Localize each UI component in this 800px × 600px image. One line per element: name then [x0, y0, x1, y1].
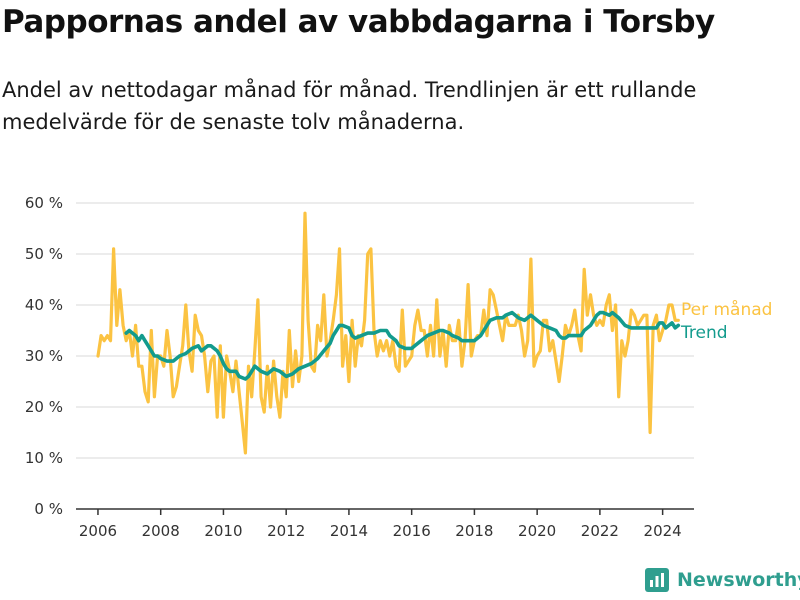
legend-per-manad: Per månad: [681, 299, 772, 320]
y-tick-label: 40 %: [25, 296, 63, 314]
x-axis-ticks: 2006 2008 2010 2012 2014 2016 2018 2020 2022 2024: [79, 509, 682, 540]
x-tick-label: 2008: [142, 522, 180, 540]
x-tick-label: 2012: [267, 522, 305, 540]
series-line-trend: [124, 310, 681, 381]
chart-subtitle: Andel av nettodagar månad för månad. Tre…: [2, 78, 697, 134]
x-tick-label: 2024: [644, 522, 682, 540]
x-tick-label: 2018: [455, 522, 493, 540]
x-tick-label: 2022: [581, 522, 619, 540]
series-lines: [96, 211, 681, 455]
bar-chart-icon: [645, 568, 669, 592]
x-tick-label: 2020: [518, 522, 556, 540]
x-tick-label: 2006: [79, 522, 117, 540]
legend: Per månad Trend: [680, 299, 772, 343]
y-tick-label: 20 %: [25, 398, 63, 416]
x-tick-label: 2014: [330, 522, 368, 540]
y-tick-label: 60 %: [25, 194, 63, 212]
brand-name: Newsworthy: [677, 569, 800, 591]
legend-trend: Trend: [680, 323, 728, 343]
y-tick-label: 10 %: [25, 449, 63, 467]
x-tick-label: 2010: [204, 522, 242, 540]
y-tick-label: 50 %: [25, 245, 63, 263]
newsworthy-logo: Newsworthy: [645, 568, 800, 592]
y-tick-label: 0 %: [34, 500, 63, 518]
chart-title: Pappornas andel av vabbdagarna i Torsby: [2, 4, 715, 40]
y-axis-ticks: 0 % 10 % 20 % 30 % 40 % 50 % 60 %: [25, 194, 63, 518]
x-tick-label: 2016: [393, 522, 431, 540]
y-tick-label: 30 %: [25, 347, 63, 365]
line-chart: 0 % 10 % 20 % 30 % 40 % 50 % 60 % 2006 2008 2010…: [25, 194, 773, 540]
